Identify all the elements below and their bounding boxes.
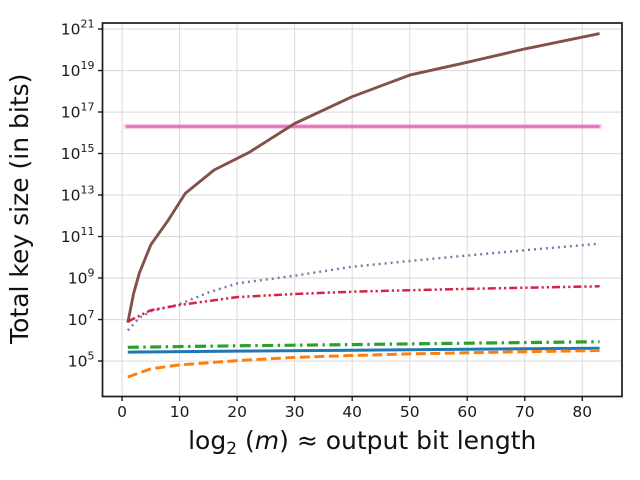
y-tick-label: 1021 [61, 18, 95, 39]
series-red-dashdotdot-curve [127, 285, 600, 323]
series-orange-dashed-curve [127, 349, 600, 379]
x-tick-label: 20 [227, 403, 247, 421]
y-tick-label: 1013 [61, 184, 95, 205]
x-axis-tick-labels: 0 10 20 30 40 50 60 70 80 [117, 403, 592, 421]
x-tick-label: 0 [117, 403, 127, 421]
x-tick-label: 60 [457, 403, 477, 421]
x-tick-label: 50 [400, 403, 420, 421]
y-tick-label: 1015 [61, 142, 95, 163]
y-tick-label: 1019 [61, 59, 95, 80]
series-brown-steep-curve [126, 32, 600, 323]
y-tick-label: 107 [68, 308, 95, 329]
y-tick-label: 1011 [61, 225, 95, 246]
x-axis-label: log2​ (m) ≈ output bit length [188, 426, 536, 459]
y-tick-label: 109 [68, 267, 95, 288]
y-tick-label: 105 [68, 350, 95, 371]
series-blue-solid-line [127, 346, 600, 354]
x-tick-label: 10 [170, 403, 190, 421]
series-purple-dotted-curve [126, 242, 600, 332]
grid-lines [102, 23, 622, 397]
x-tick-label: 30 [285, 403, 305, 421]
x-tick-label: 70 [515, 403, 535, 421]
y-axis-label: Total key size (in bits) [5, 74, 34, 345]
plot-spines [101, 22, 623, 398]
axis-ticks [98, 28, 584, 401]
series-green-dashdot-line [127, 340, 600, 349]
y-tick-label: 1017 [61, 101, 95, 122]
y-axis-tick-labels: 105 107 109 1011 1013 1015 1017 1019 1021 [61, 18, 95, 371]
x-tick-label: 40 [342, 403, 362, 421]
x-tick-label: 80 [572, 403, 592, 421]
